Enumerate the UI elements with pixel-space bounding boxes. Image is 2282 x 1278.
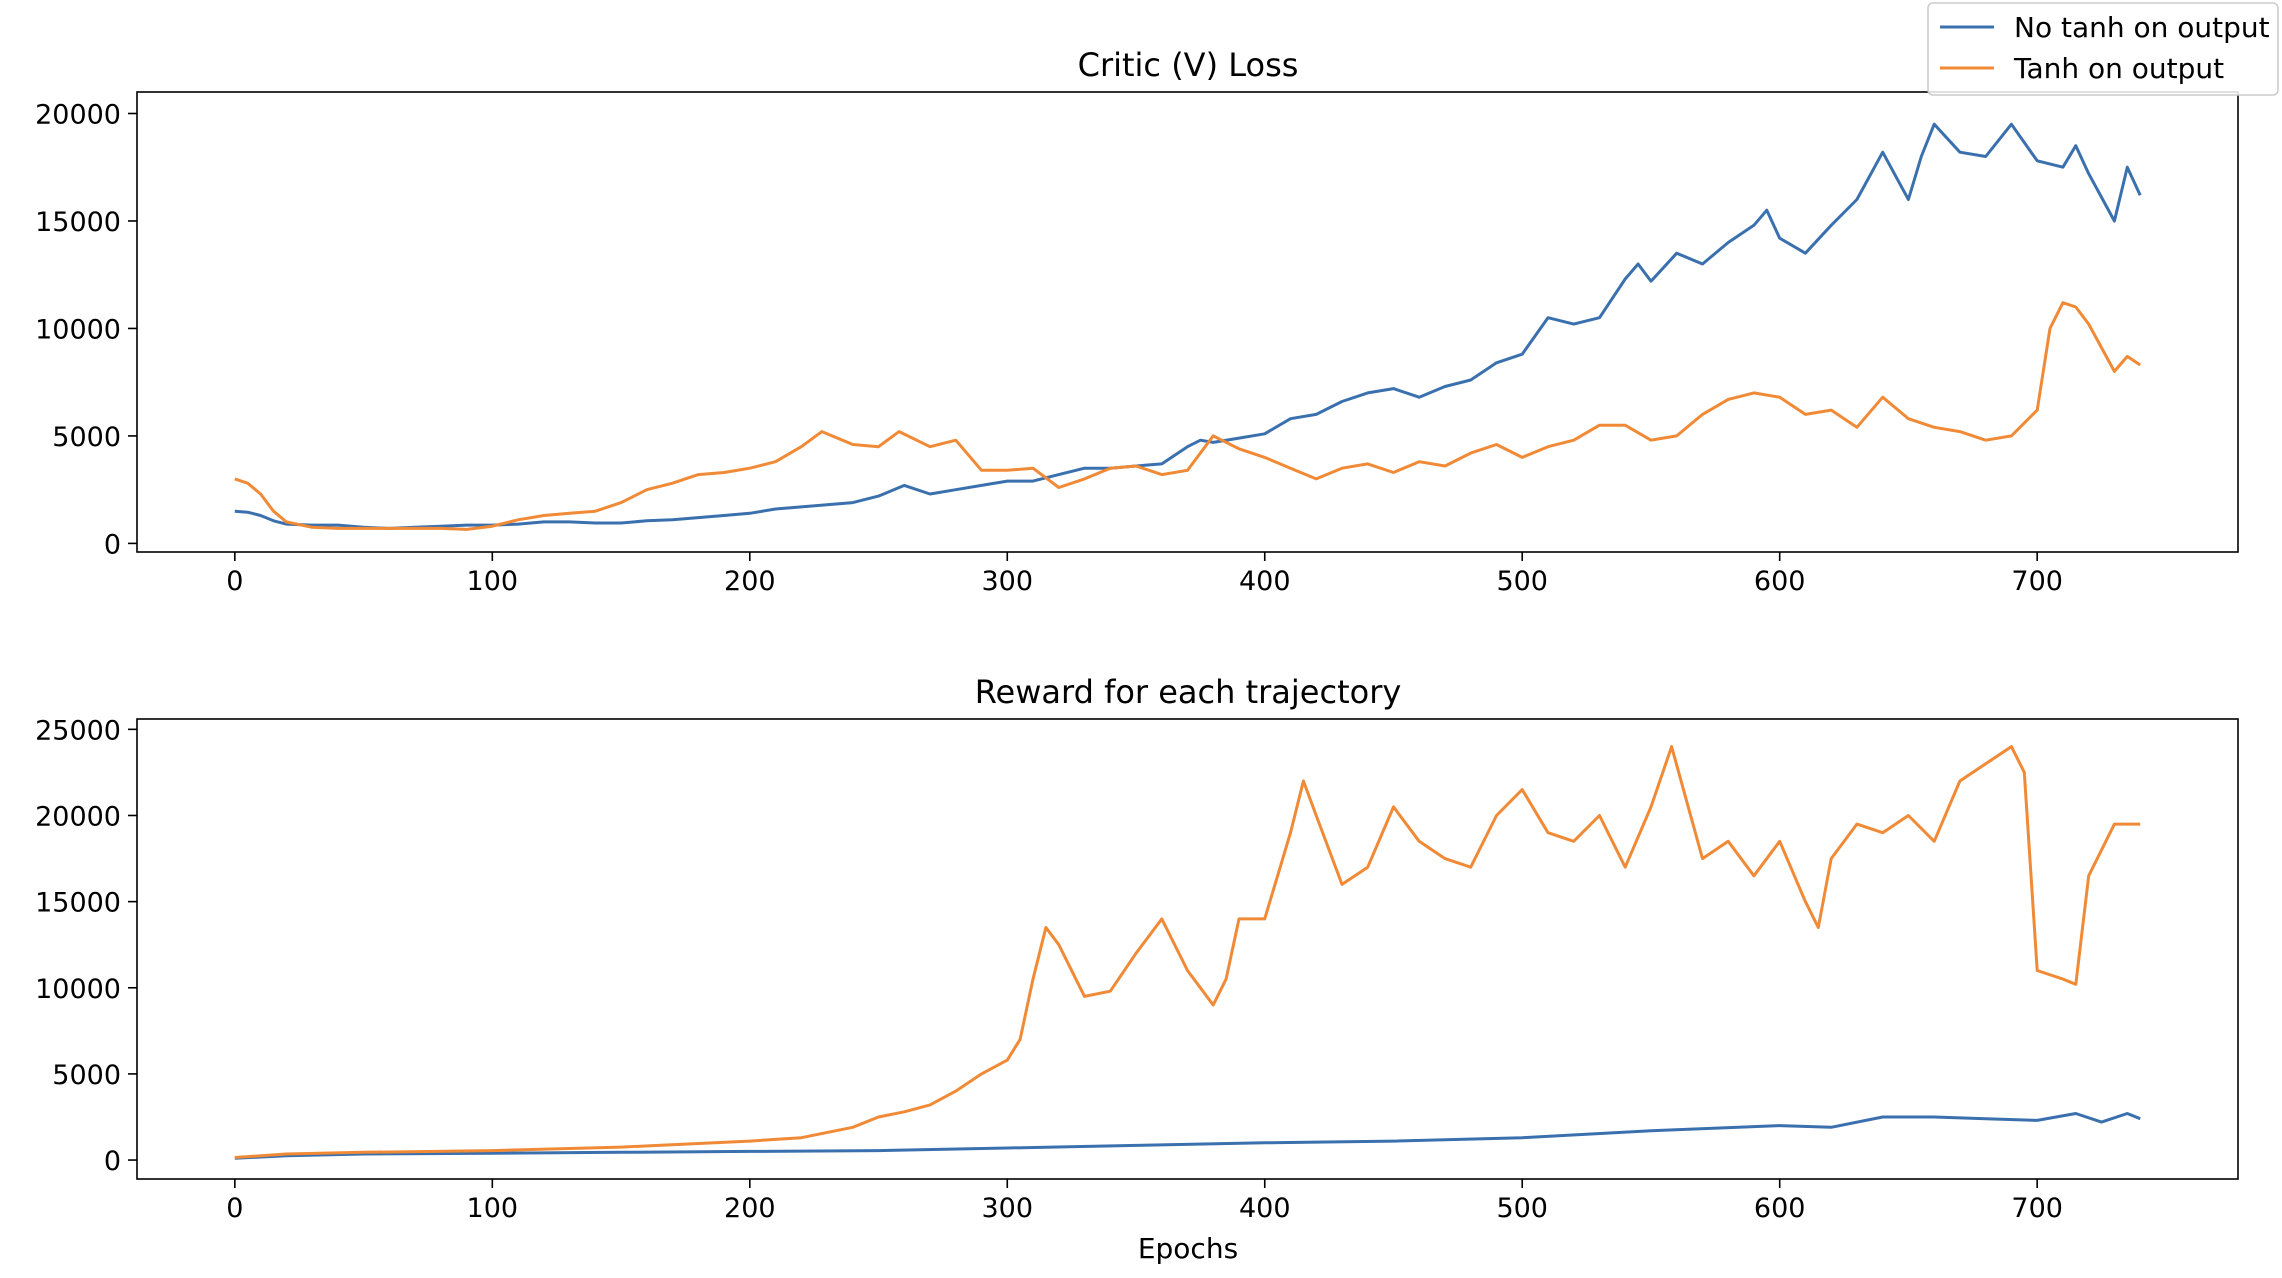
- reward-xtick-label: 200: [724, 1193, 776, 1224]
- reward-ytick-label: 0: [104, 1146, 121, 1177]
- critic-loss-panel: Critic (V) Loss 0 100 200 300 400 500 600 700 0 5…: [35, 46, 2239, 597]
- critic-loss-ytick-label: 15000: [35, 207, 121, 238]
- reward-ytick-label: 5000: [52, 1060, 121, 1091]
- reward-ytick-label: 10000: [35, 974, 121, 1005]
- critic-loss-series: [234, 122, 2142, 531]
- critic-loss-xtick-label: 600: [1754, 566, 1806, 597]
- critic-loss-ytick-label: 0: [104, 529, 121, 560]
- reward-ytick-label: 20000: [35, 801, 121, 832]
- critic-loss-xtick-label: 200: [724, 566, 776, 597]
- reward-xtick-label: 500: [1496, 1193, 1548, 1224]
- legend-box: [1927, 2, 2279, 96]
- reward-title: Reward for each trajectory: [975, 673, 1402, 711]
- critic-loss-line-tanh: [234, 301, 2142, 531]
- reward-xtick-label: 400: [1239, 1193, 1291, 1224]
- critic-loss-xtick-label: 500: [1496, 566, 1548, 597]
- critic-loss-title: Critic (V) Loss: [1078, 46, 1299, 84]
- reward-xtick-label: 700: [2011, 1193, 2063, 1224]
- reward-xtick-label: 100: [467, 1193, 519, 1224]
- critic-loss-axes: 0 100 200 300 400 500 600 700 0 5000 10000 15000 200…: [35, 99, 2063, 597]
- critic-loss-plot-frame: [136, 91, 2239, 553]
- reward-xtick-label: 0: [226, 1193, 243, 1224]
- x-axis-label: Epochs: [1138, 1232, 1238, 1265]
- critic-loss-xtick-label: 0: [226, 566, 243, 597]
- critic-loss-xtick-label: 700: [2011, 566, 2063, 597]
- reward-panel: Reward for each trajectory 0 100 200 300 400…: [35, 673, 2239, 1265]
- critic-loss-ytick-label: 20000: [35, 99, 121, 130]
- critic-loss-line-no-tanh: [234, 122, 2142, 530]
- critic-loss-xtick-label: 400: [1239, 566, 1291, 597]
- critic-loss-ytick-label: 5000: [52, 422, 121, 453]
- reward-ytick-label: 25000: [35, 715, 121, 746]
- reward-xtick-label: 600: [1754, 1193, 1806, 1224]
- critic-loss-xtick-label: 100: [467, 566, 519, 597]
- critic-loss-ytick-label: 10000: [35, 314, 121, 345]
- reward-xtick-label: 300: [981, 1193, 1033, 1224]
- legend: No tanh on output Tanh on output: [1927, 2, 2279, 96]
- critic-loss-xtick-label: 300: [981, 566, 1033, 597]
- legend-label-tanh: Tanh on output: [2013, 52, 2224, 85]
- reward-axes: 0 100 200 300 400 500 600 700 0 5000 10000 15000 200…: [35, 715, 2063, 1224]
- reward-ytick-label: 15000: [35, 888, 121, 919]
- reward-line-tanh: [234, 745, 2141, 1159]
- reward-series: [234, 745, 2141, 1160]
- legend-label-no-tanh: No tanh on output: [2014, 11, 2270, 44]
- reward-line-no-tanh: [234, 1112, 2141, 1160]
- reward-plot-frame: [136, 718, 2239, 1180]
